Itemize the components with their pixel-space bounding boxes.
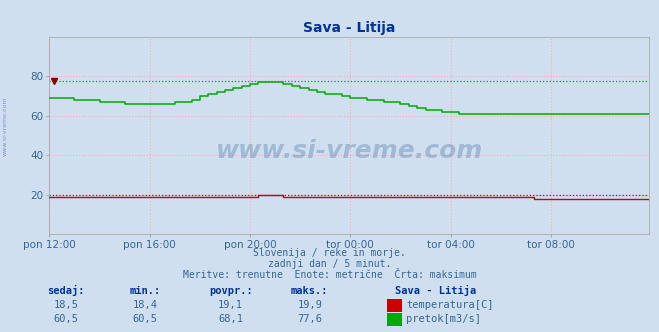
Text: 19,9: 19,9 xyxy=(297,300,322,310)
Text: www.si-vreme.com: www.si-vreme.com xyxy=(215,139,483,163)
Text: 60,5: 60,5 xyxy=(132,314,158,324)
Text: Sava - Litija: Sava - Litija xyxy=(395,285,476,296)
Text: 18,5: 18,5 xyxy=(53,300,78,310)
Text: 19,1: 19,1 xyxy=(218,300,243,310)
Title: Sava - Litija: Sava - Litija xyxy=(303,21,395,35)
Text: sedaj:: sedaj: xyxy=(47,285,84,296)
Text: Slovenija / reke in morje.: Slovenija / reke in morje. xyxy=(253,248,406,258)
Text: 68,1: 68,1 xyxy=(218,314,243,324)
Text: 60,5: 60,5 xyxy=(53,314,78,324)
Text: temperatura[C]: temperatura[C] xyxy=(406,300,494,310)
Text: 77,6: 77,6 xyxy=(297,314,322,324)
Text: pretok[m3/s]: pretok[m3/s] xyxy=(406,314,481,324)
Text: www.si-vreme.com: www.si-vreme.com xyxy=(3,96,8,156)
Text: povpr.:: povpr.: xyxy=(209,286,252,296)
Text: zadnji dan / 5 minut.: zadnji dan / 5 minut. xyxy=(268,259,391,269)
Text: min.:: min.: xyxy=(129,286,161,296)
Text: 18,4: 18,4 xyxy=(132,300,158,310)
Text: Meritve: trenutne  Enote: metrične  Črta: maksimum: Meritve: trenutne Enote: metrične Črta: … xyxy=(183,270,476,280)
Text: maks.:: maks.: xyxy=(291,286,328,296)
